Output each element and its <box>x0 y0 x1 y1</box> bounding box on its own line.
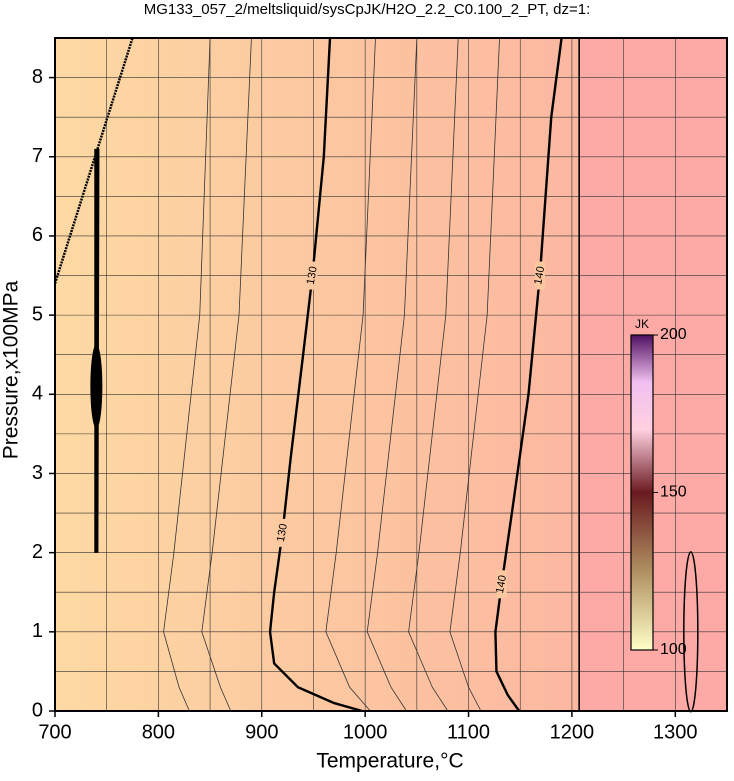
contour-line <box>494 37 563 712</box>
y-tick-label: 5 <box>32 303 43 325</box>
feature <box>90 344 103 429</box>
y-tick-label: 0 <box>32 699 43 721</box>
plot-frame <box>54 37 728 712</box>
contour-line <box>163 37 211 712</box>
feature <box>53 37 134 284</box>
y-tick-label: 3 <box>32 462 43 484</box>
x-tick-label: 1000 <box>343 721 388 743</box>
contour-label-bg <box>277 518 288 547</box>
x-tick-label: 800 <box>142 721 175 743</box>
x-axis-label: Temperature,°C <box>316 750 463 773</box>
contour-line <box>408 37 459 712</box>
y-tick-label: 7 <box>32 145 43 167</box>
x-tick-label: 900 <box>245 721 278 743</box>
contour-label-bg <box>496 570 507 599</box>
contour-line <box>449 37 500 712</box>
y-axis-label: Pressure,x100MPa <box>0 280 23 459</box>
y-tick-label: 8 <box>32 66 43 88</box>
contour-label-bg <box>534 261 545 290</box>
contour-label: 130 <box>305 265 320 285</box>
contour-label-bg <box>307 261 318 290</box>
x-tick-label: 700 <box>38 721 71 743</box>
x-tick-label: 1200 <box>550 721 595 743</box>
x-tick-label: 1300 <box>653 721 698 743</box>
colorbar-tick-label: 150 <box>660 484 687 501</box>
contour-line <box>268 37 363 713</box>
contour-line <box>366 37 418 712</box>
contour-line <box>325 37 376 712</box>
y-tick-label: 1 <box>32 620 43 642</box>
colorbar-tick-label: 100 <box>660 641 687 658</box>
contour-label: 140 <box>494 574 509 594</box>
contour-label: 130 <box>275 523 290 543</box>
colorbar-tick-label: 200 <box>660 326 687 343</box>
y-tick-label: 6 <box>32 224 43 246</box>
contour-label: 140 <box>532 265 547 285</box>
chart-title: MG133_057_2/meltsliquid/sysCpJK/H2O_2.2_… <box>144 1 591 18</box>
contour-line <box>201 37 252 712</box>
x-tick-label: 1100 <box>447 721 490 743</box>
y-tick-label: 2 <box>32 541 43 563</box>
colorbar <box>630 334 654 651</box>
y-tick-label: 4 <box>32 383 43 405</box>
colorbar-label: JK <box>635 317 649 331</box>
